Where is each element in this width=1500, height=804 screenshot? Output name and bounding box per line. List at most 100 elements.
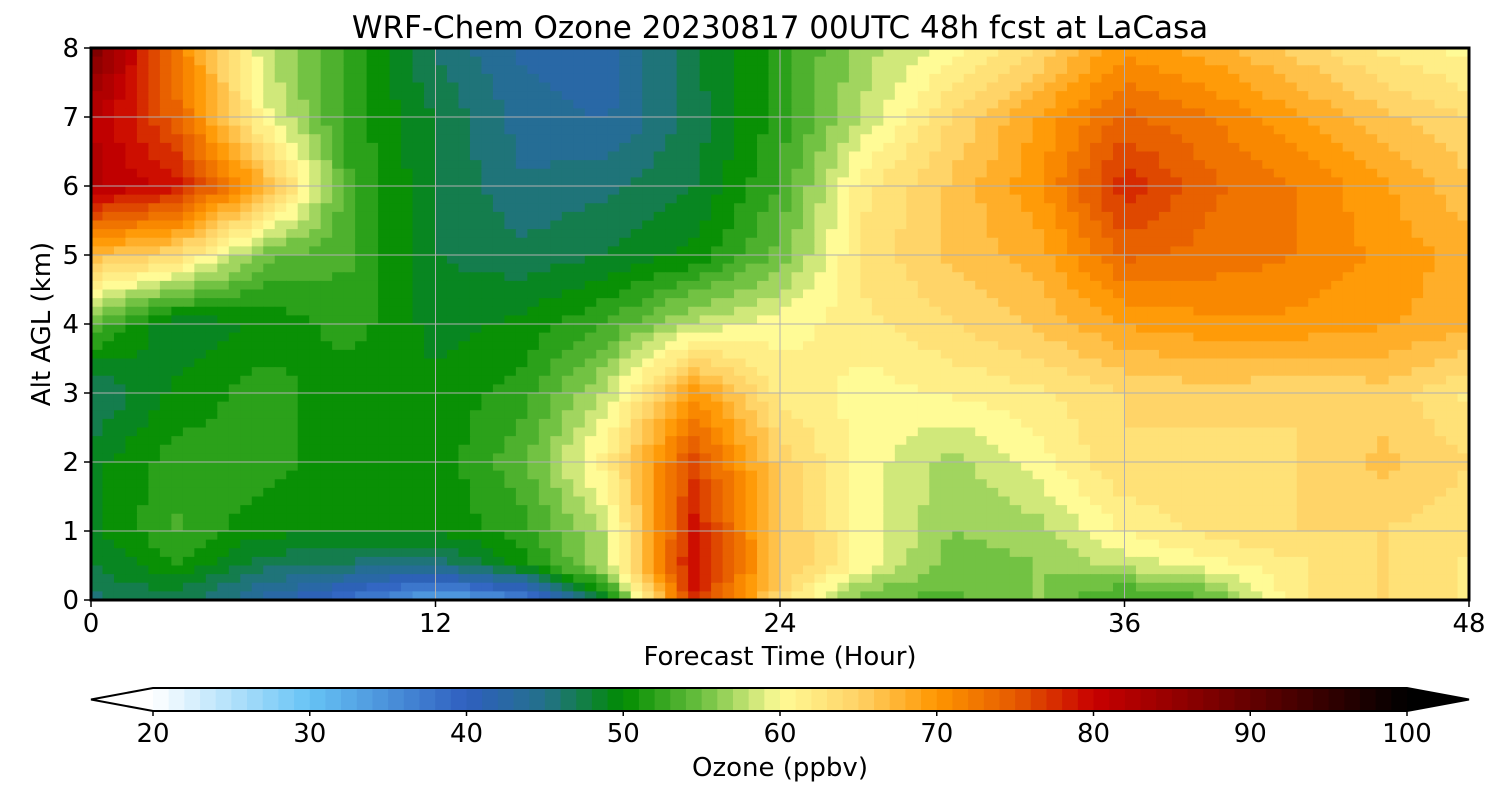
ozone-cell bbox=[825, 142, 839, 153]
ozone-cell bbox=[1446, 186, 1459, 196]
ozone-cell bbox=[1147, 160, 1160, 170]
ozone-cell bbox=[504, 91, 517, 101]
ozone-cell bbox=[906, 177, 919, 187]
ozone-cell bbox=[1308, 315, 1321, 325]
ozone-cell bbox=[780, 246, 793, 256]
ozone-cell bbox=[734, 263, 747, 273]
ozone-cell bbox=[240, 73, 253, 84]
ozone-cell bbox=[538, 99, 551, 109]
ozone-cell bbox=[113, 246, 127, 256]
ozone-cell bbox=[975, 358, 988, 368]
ozone-cell bbox=[412, 341, 425, 351]
ozone-cell bbox=[309, 117, 322, 127]
ozone-cell bbox=[917, 401, 930, 411]
ozone-cell bbox=[699, 186, 712, 196]
ozone-cell bbox=[91, 315, 104, 325]
ozone-cell bbox=[653, 237, 666, 247]
ozone-cell bbox=[274, 237, 287, 247]
ozone-cell bbox=[286, 73, 299, 84]
ozone-cell bbox=[940, 168, 953, 178]
ozone-cell bbox=[619, 324, 632, 334]
ozone-cell bbox=[1204, 332, 1217, 342]
ozone-cell bbox=[1365, 298, 1378, 308]
ozone-cell bbox=[1021, 65, 1034, 75]
ozone-cell bbox=[802, 349, 816, 360]
ozone-cell bbox=[642, 177, 655, 187]
ozone-cell bbox=[768, 358, 781, 368]
ozone-cell bbox=[1032, 211, 1045, 222]
ozone-cell bbox=[378, 401, 391, 411]
ozone-cell bbox=[113, 56, 127, 66]
ozone-cell bbox=[1227, 332, 1240, 342]
ozone-cell bbox=[355, 186, 368, 196]
ozone-cell bbox=[963, 194, 976, 204]
ozone-cell bbox=[1296, 168, 1309, 178]
ozone-cell bbox=[320, 306, 333, 316]
ozone-cell bbox=[389, 384, 402, 394]
ozone-cell bbox=[481, 211, 494, 222]
ozone-cell bbox=[205, 211, 218, 222]
ozone-cell bbox=[527, 194, 540, 204]
ozone-cell bbox=[136, 324, 150, 334]
ozone-cell bbox=[871, 99, 884, 109]
ozone-cell bbox=[561, 349, 574, 360]
ozone-cell bbox=[389, 332, 402, 342]
ozone-cell bbox=[596, 263, 609, 273]
ozone-cell bbox=[1044, 280, 1057, 291]
ozone-cell bbox=[481, 289, 494, 299]
ozone-cell bbox=[412, 255, 425, 265]
ozone-cell bbox=[148, 56, 161, 66]
ozone-cell bbox=[378, 108, 391, 118]
ozone-cell bbox=[1365, 186, 1378, 196]
ozone-cell bbox=[435, 401, 448, 411]
ozone-cell bbox=[699, 134, 712, 144]
ozone-cell bbox=[848, 263, 861, 273]
ozone-cell bbox=[228, 280, 241, 291]
ozone-cell bbox=[136, 289, 150, 299]
ozone-cell bbox=[1193, 203, 1206, 213]
ozone-cell bbox=[550, 48, 563, 58]
ozone-cell bbox=[125, 82, 138, 92]
ozone-cell bbox=[527, 384, 540, 394]
ozone-cell bbox=[734, 142, 747, 153]
ozone-cell bbox=[1101, 367, 1114, 377]
ozone-cell bbox=[963, 306, 976, 316]
ozone-cell bbox=[1457, 255, 1469, 265]
ozone-cell bbox=[757, 65, 770, 75]
ozone-cell bbox=[1193, 324, 1206, 334]
ozone-cell bbox=[251, 177, 264, 187]
ozone-cell bbox=[1319, 229, 1332, 239]
ozone-cell bbox=[1377, 332, 1390, 342]
ozone-cell bbox=[1365, 332, 1378, 342]
ozone-cell bbox=[963, 203, 976, 213]
ozone-cell bbox=[802, 142, 816, 153]
ozone-cell bbox=[653, 91, 666, 101]
ozone-cell bbox=[91, 332, 104, 342]
ozone-cell bbox=[125, 125, 138, 135]
ozone-cell bbox=[424, 393, 437, 403]
ozone-cell bbox=[1342, 384, 1355, 394]
ozone-cell bbox=[734, 401, 747, 411]
ozone-cell bbox=[401, 168, 414, 178]
ozone-cell bbox=[205, 194, 218, 204]
ozone-cell bbox=[469, 56, 483, 66]
ozone-cell bbox=[1239, 229, 1252, 239]
ozone-cell bbox=[366, 263, 379, 273]
ozone-cell bbox=[1090, 194, 1103, 204]
ozone-cell bbox=[401, 367, 414, 377]
ozone-cell bbox=[1308, 99, 1321, 109]
ozone-cell bbox=[745, 358, 758, 368]
ozone-cell bbox=[1067, 211, 1080, 222]
ozone-cell bbox=[1181, 298, 1194, 308]
ozone-cell bbox=[412, 401, 425, 411]
ozone-cell bbox=[1400, 280, 1413, 291]
ozone-cell bbox=[642, 255, 655, 265]
ozone-cell bbox=[263, 211, 276, 222]
ozone-cell bbox=[676, 272, 689, 282]
ozone-cell bbox=[550, 229, 563, 239]
ozone-cell bbox=[1342, 220, 1355, 230]
ozone-cell bbox=[240, 263, 253, 273]
ozone-cell bbox=[596, 375, 609, 385]
ozone-cell bbox=[1354, 108, 1367, 118]
ozone-cell bbox=[630, 186, 643, 196]
